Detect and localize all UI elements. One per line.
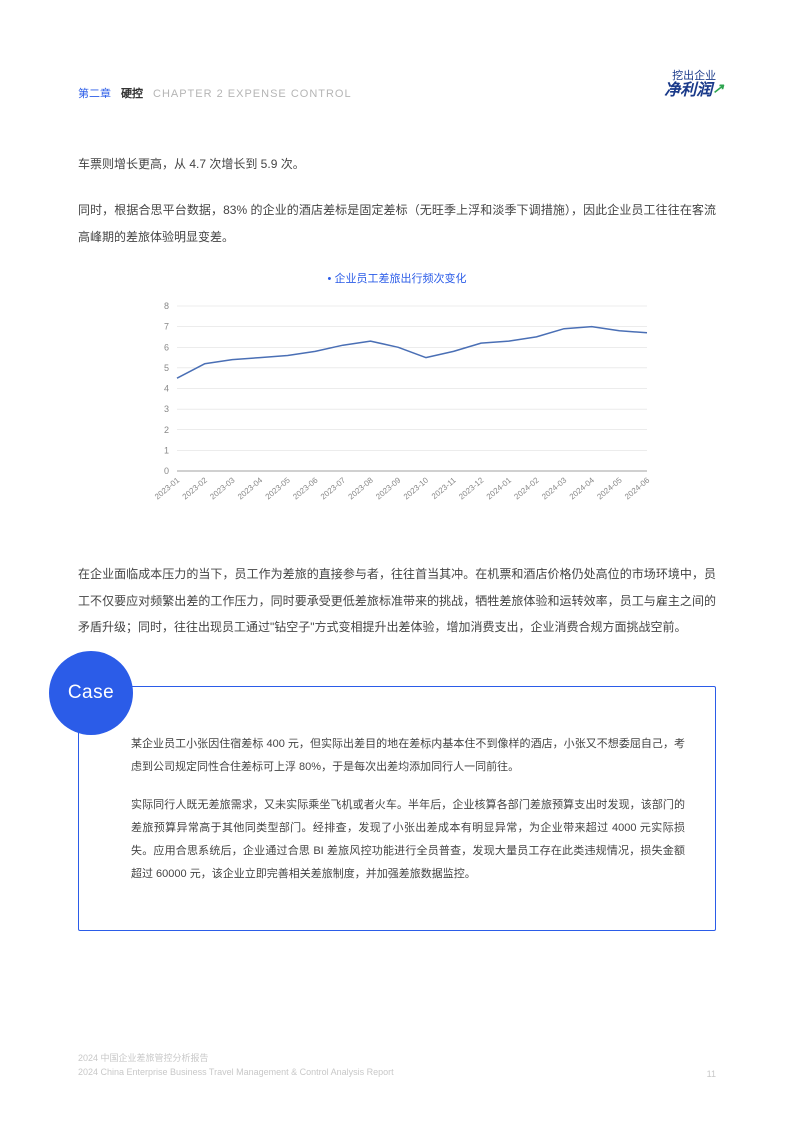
page-footer: 2024 中国企业差旅管控分析报告 2024 China Enterprise … xyxy=(78,1052,716,1079)
svg-text:7: 7 xyxy=(164,322,169,332)
brand-logo: 挖出企业 净利润↗ xyxy=(664,70,724,100)
svg-text:2023-10: 2023-10 xyxy=(402,475,431,501)
svg-text:2024-06: 2024-06 xyxy=(623,475,652,501)
svg-text:6: 6 xyxy=(164,342,169,352)
trend-arrow-icon: ↗ xyxy=(712,82,724,97)
paragraph-3: 在企业面临成本压力的当下，员工作为差旅的直接参与者，往往首当其冲。在机票和酒店价… xyxy=(78,561,716,640)
chart-title: 企业员工差旅出行频次变化 xyxy=(78,270,716,286)
svg-text:8: 8 xyxy=(164,301,169,311)
svg-text:5: 5 xyxy=(164,363,169,373)
svg-text:2024-05: 2024-05 xyxy=(595,475,624,501)
svg-text:2023-01: 2023-01 xyxy=(153,475,182,501)
svg-text:2023-08: 2023-08 xyxy=(347,475,376,501)
chapter-title-cn: 硬控 xyxy=(121,85,143,101)
page-number: 11 xyxy=(707,1069,716,1079)
svg-text:2024-01: 2024-01 xyxy=(485,475,514,501)
svg-text:2023-04: 2023-04 xyxy=(236,475,265,501)
footer-title: 2024 中国企业差旅管控分析报告 2024 China Enterprise … xyxy=(78,1052,394,1079)
svg-text:2023-02: 2023-02 xyxy=(181,475,210,501)
case-text: 某企业员工小张因住宿差标 400 元，但实际出差目的地在差标内基本住不到像样的酒… xyxy=(131,733,685,886)
svg-text:2023-07: 2023-07 xyxy=(319,475,348,501)
logo-line2: 净利润↗ xyxy=(664,82,724,100)
case-para-1: 某企业员工小张因住宿差标 400 元，但实际出差目的地在差标内基本住不到像样的酒… xyxy=(131,733,685,779)
logo-line1: 挖出企业 xyxy=(664,70,724,82)
svg-text:2023-09: 2023-09 xyxy=(374,475,403,501)
svg-text:0: 0 xyxy=(164,466,169,476)
chapter-number: 第二章 xyxy=(78,85,111,101)
svg-text:2023-03: 2023-03 xyxy=(208,475,237,501)
svg-text:2023-12: 2023-12 xyxy=(457,475,486,501)
chart-canvas: 0123456782023-012023-022023-032023-04202… xyxy=(137,296,657,526)
svg-text:2023-06: 2023-06 xyxy=(291,475,320,501)
svg-text:3: 3 xyxy=(164,404,169,414)
svg-text:4: 4 xyxy=(164,384,169,394)
svg-text:2024-02: 2024-02 xyxy=(512,475,541,501)
svg-text:2023-11: 2023-11 xyxy=(430,475,458,501)
chapter-title-en: CHAPTER 2 EXPENSE CONTROL xyxy=(153,88,352,100)
chapter-breadcrumb: 第二章 硬控 CHAPTER 2 EXPENSE CONTROL xyxy=(78,85,352,101)
case-para-2: 实际同行人既无差旅需求，又未实际乘坐飞机或者火车。半年后，企业核算各部门差旅预算… xyxy=(131,794,685,886)
svg-text:1: 1 xyxy=(164,446,169,456)
footer-title-cn: 2024 中国企业差旅管控分析报告 xyxy=(78,1052,394,1066)
paragraph-1: 车票则增长更高，从 4.7 次增长到 5.9 次。 xyxy=(78,151,716,177)
footer-title-en: 2024 China Enterprise Business Travel Ma… xyxy=(78,1066,394,1080)
svg-text:2024-03: 2024-03 xyxy=(540,475,569,501)
case-badge: Case xyxy=(49,651,133,735)
page-header: 第二章 硬控 CHAPTER 2 EXPENSE CONTROL xyxy=(78,85,716,101)
paragraph-2: 同时，根据合思平台数据，83% 的企业的酒店差标是固定差标（无旺季上浮和淡季下调… xyxy=(78,197,716,250)
svg-text:2: 2 xyxy=(164,425,169,435)
case-box: Case 某企业员工小张因住宿差标 400 元，但实际出差目的地在差标内基本住不… xyxy=(78,686,716,931)
frequency-line-chart: 0123456782023-012023-022023-032023-04202… xyxy=(137,296,657,526)
svg-text:2023-05: 2023-05 xyxy=(264,475,293,501)
svg-text:2024-04: 2024-04 xyxy=(568,475,597,501)
